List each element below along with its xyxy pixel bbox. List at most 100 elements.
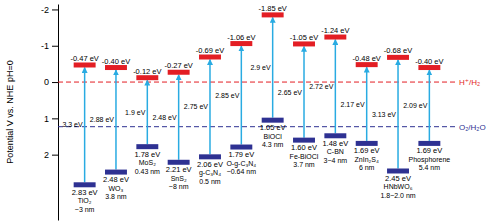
material-name: BiOCl [264, 133, 283, 140]
material-size: 0.5 nm [199, 178, 221, 185]
band-gap-arrow [115, 70, 117, 170]
valence-band [324, 133, 346, 138]
material-name: O-g-C₃N₄ [226, 160, 256, 168]
y-tick-label: 0 [44, 77, 49, 87]
material-name: ZnIn₂S₄ [355, 156, 379, 163]
conduction-band [293, 41, 315, 46]
band-gap-label: 3.3 eV [62, 121, 83, 128]
vb-label: 1.05 eV [260, 123, 286, 132]
y-axis-title: Potential V vs. NHE pH=0 [5, 60, 15, 163]
material-name: TiO₂ [78, 197, 92, 204]
band-gap-arrow [397, 60, 399, 169]
y-tick: 0 [44, 77, 58, 87]
material-size: 5.4 nm [419, 164, 441, 171]
material-name: HNbWO₆ [384, 183, 413, 190]
valence-band [136, 144, 158, 149]
y-axis: -2 -1 0 1 2 [41, 5, 59, 221]
band-gap-arrow [178, 75, 180, 160]
y-tick: -1 [41, 41, 58, 51]
band-gap-arrow [272, 17, 274, 117]
y-tick: -2 [41, 5, 58, 15]
valence-band [168, 160, 190, 165]
vb-label: 2.83 eV [72, 188, 98, 197]
cb-label: -0.47 eV [70, 54, 98, 63]
conduction-band [136, 75, 158, 80]
material-name: MoS₂ [139, 159, 156, 166]
band-gap-label: 2.17 eV [341, 101, 365, 108]
material-size: ~3 nm [75, 206, 95, 213]
valence-band [262, 118, 284, 123]
vb-label: 2.48 eV [103, 175, 129, 184]
conduction-band [74, 62, 96, 67]
y-tick-mark [52, 9, 58, 10]
y-tick-label: -2 [41, 5, 49, 15]
valence-band [105, 170, 127, 175]
material-size: 0.43 nm [135, 168, 160, 175]
y-tick: 1 [44, 114, 58, 124]
cb-label: -1.24 eV [321, 26, 349, 35]
reference-line [58, 82, 456, 83]
cb-label: -1.05 eV [290, 33, 318, 42]
valence-band [387, 168, 409, 173]
material-name: g-C₃N₄ [199, 169, 221, 177]
valence-band [293, 138, 315, 143]
vb-label: 1.78 eV [134, 150, 160, 159]
vb-label: 1.79 eV [228, 150, 254, 159]
band-gap-label: 2.75 eV [184, 103, 208, 110]
conduction-band [324, 35, 346, 40]
y-tick-mark [52, 118, 58, 119]
y-tick-label: 1 [44, 114, 49, 124]
y-tick-mark [52, 82, 58, 83]
plot-area [58, 12, 456, 187]
reference-line [58, 126, 456, 127]
material-name: SnS₂ [171, 175, 187, 182]
conduction-band [356, 62, 378, 67]
cb-label: -0.69 eV [196, 46, 224, 55]
cb-label: -1.06 eV [227, 33, 255, 42]
labels: -0.47 eV 2.83 eVTiO₂ ~3 nm 3.3 eV -0.40 eV 2.… [62, 4, 485, 213]
valence-band [199, 154, 221, 159]
vb-label: 2.06 eV [197, 160, 223, 169]
conduction-band [105, 65, 127, 70]
chart: -2 -1 0 1 2 Potential V vs. NHE pH=0 -0.47 eV 2… [0, 0, 500, 223]
conduction-band [230, 41, 252, 46]
reference-label: O₂/H₂O [459, 123, 486, 132]
y-axis-line [58, 5, 59, 221]
conduction-band [199, 55, 221, 60]
band-gap-arrow [241, 46, 243, 144]
band-gap-label: 2.9 eV [250, 64, 271, 71]
band-gap-label: 2.48 eV [153, 114, 177, 121]
band-gap-label: 2.85 eV [215, 92, 239, 99]
y-tick-label: 2 [44, 150, 49, 160]
material-size: ~8 nm [169, 183, 189, 190]
material-name: C-BN [327, 148, 344, 155]
material-size: 6 nm [359, 164, 375, 171]
band-gap-arrow [429, 70, 431, 141]
band-gap-label: 3.13 eV [372, 111, 396, 118]
band-gap-label: 2.65 eV [278, 89, 302, 96]
band-gap-label: 2.09 eV [403, 102, 427, 109]
material-name: Fe-BiOCl [290, 153, 319, 160]
material-name: WO₃ [109, 185, 124, 192]
cb-label: -1.85 eV [258, 4, 286, 13]
cb-label: -0.12 eV [133, 67, 161, 76]
y-tick-label: -1 [41, 41, 49, 51]
material-name: Phosphorene [409, 156, 451, 164]
valence-band [74, 182, 96, 187]
valence-band [230, 145, 252, 150]
cb-label: -0.40 eV [102, 57, 130, 66]
vb-label: 2.45 eV [385, 174, 411, 183]
valence-band [356, 141, 378, 146]
band-gap-label: 2.72 eV [309, 83, 333, 90]
material-size: 1.8~2.0 nm [380, 192, 415, 199]
cb-label: -0.48 eV [353, 54, 381, 63]
reference-label: H⁺/H₂ [459, 78, 480, 87]
material-size: 4.3 nm [262, 141, 284, 148]
y-tick-mark [52, 46, 58, 47]
band-gap-arrow [209, 60, 211, 155]
y-tick: 2 [44, 150, 58, 160]
conduction-band [387, 55, 409, 60]
band-gap-arrow [84, 67, 86, 182]
valence-band [418, 141, 440, 146]
cb-label: -0.27 eV [164, 61, 192, 70]
